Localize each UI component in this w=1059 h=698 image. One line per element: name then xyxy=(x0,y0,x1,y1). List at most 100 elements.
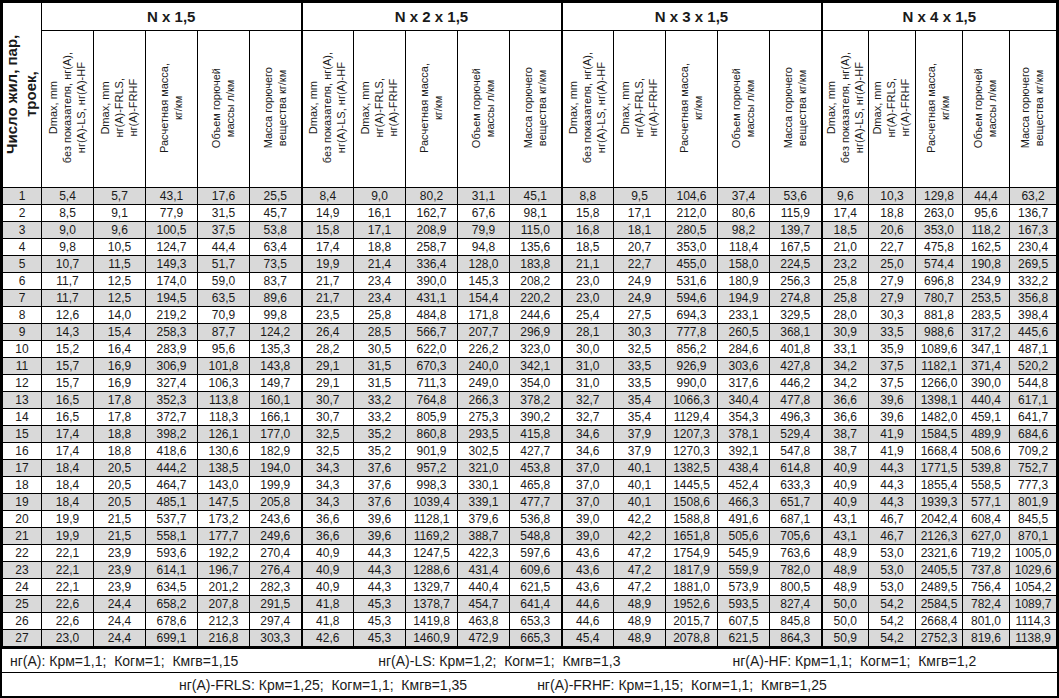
value-cell: 35,4 xyxy=(614,392,666,409)
value-cell: 44,3 xyxy=(354,579,406,596)
value-cell: 2321,6 xyxy=(916,545,963,562)
value-cell: 28,2 xyxy=(302,341,354,358)
value-cell: 5,7 xyxy=(94,188,146,205)
value-cell: 957,2 xyxy=(406,460,458,477)
value-cell: 452,4 xyxy=(718,477,770,494)
value-cell: 48,9 xyxy=(822,545,869,562)
value-cell: 303,6 xyxy=(718,358,770,375)
value-cell: 37,5 xyxy=(869,358,916,375)
value-cell: 1288,6 xyxy=(406,562,458,579)
value-cell: 485,1 xyxy=(146,494,198,511)
value-cell: 709,2 xyxy=(1010,443,1057,460)
cable-parameters-table: Число жил, пар, троек, четверок N x 1,5 … xyxy=(2,2,1057,647)
value-cell: 45,3 xyxy=(354,630,406,647)
value-cell: 544,8 xyxy=(1010,375,1057,392)
value-cell: 398,4 xyxy=(1010,307,1057,324)
footnote-ng-a-ls: нг(А)-LS: Крм=1,2; Когм=1; Кмгв=1,3 xyxy=(378,653,620,669)
value-cell: 258,7 xyxy=(406,239,458,256)
value-cell: 154,4 xyxy=(458,290,510,307)
table-row: 914,315,4258,387,7124,226,428,5566,7207,… xyxy=(3,324,1057,341)
column-header: Объем горючей массы л/км xyxy=(718,31,770,188)
value-cell: 445,6 xyxy=(1010,324,1057,341)
footnote-ng-a-frls: нг(А)-FRLS: Крм=1,25; Когм=1,1; Кмгв=1,3… xyxy=(179,677,467,693)
value-cell: 15,8 xyxy=(302,222,354,239)
value-cell: 627,0 xyxy=(963,528,1010,545)
value-cell: 2126,3 xyxy=(916,528,963,545)
value-cell: 37,0 xyxy=(562,477,614,494)
value-cell: 21,5 xyxy=(94,528,146,545)
value-cell: 1817,9 xyxy=(666,562,718,579)
value-cell: 30,3 xyxy=(869,307,916,324)
column-header-label: Dmax, mm нг(А)-FRLS, нг(А)-FRHF xyxy=(619,78,660,138)
value-cell: 34,6 xyxy=(562,426,614,443)
value-cell: 136,7 xyxy=(1010,205,1057,222)
table-row: 510,711,5149,351,773,519,921,4336,4128,0… xyxy=(3,256,1057,273)
value-cell: 1247,5 xyxy=(406,545,458,562)
value-cell: 31,5 xyxy=(354,358,406,375)
value-cell: 1128,1 xyxy=(406,511,458,528)
value-cell: 782,4 xyxy=(963,596,1010,613)
value-cell: 216,8 xyxy=(198,630,250,647)
value-cell: 614,8 xyxy=(770,460,822,477)
value-cell: 621,5 xyxy=(718,630,770,647)
value-cell: 418,6 xyxy=(146,443,198,460)
value-cell: 118,4 xyxy=(718,239,770,256)
value-cell: 756,4 xyxy=(963,579,1010,596)
value-cell: 621,5 xyxy=(510,579,562,596)
value-cell: 45,4 xyxy=(562,630,614,647)
value-cell: 37,0 xyxy=(562,460,614,477)
value-cell: 147,5 xyxy=(198,494,250,511)
table-row: 2723,024,4699,1216,8303,342,645,31460,94… xyxy=(3,630,1057,647)
value-cell: 143,0 xyxy=(198,477,250,494)
value-cell: 47,2 xyxy=(614,545,666,562)
value-cell: 18,5 xyxy=(822,222,869,239)
value-cell: 44,4 xyxy=(963,188,1010,205)
value-cell: 1329,7 xyxy=(406,579,458,596)
table-body: 15,45,743,117,625,58,49,080,231,145,18,8… xyxy=(3,188,1057,647)
value-cell: 477,7 xyxy=(510,494,562,511)
table-row: 1215,716,9327,4106,3149,729,131,5711,324… xyxy=(3,375,1057,392)
row-number-cell: 6 xyxy=(3,273,42,290)
value-cell: 115,9 xyxy=(770,205,822,222)
value-cell: 764,8 xyxy=(406,392,458,409)
value-cell: 263,0 xyxy=(916,205,963,222)
value-cell: 17,4 xyxy=(822,205,869,222)
column-header-label: Масса горючего вещества кг/км xyxy=(262,67,290,148)
value-cell: 173,2 xyxy=(198,511,250,528)
value-cell: 472,9 xyxy=(458,630,510,647)
value-cell: 18,4 xyxy=(42,494,94,511)
value-cell: 597,6 xyxy=(510,545,562,562)
value-cell: 17,8 xyxy=(94,392,146,409)
value-cell: 36,6 xyxy=(302,511,354,528)
value-cell: 2015,7 xyxy=(666,613,718,630)
value-cell: 160,1 xyxy=(250,392,302,409)
value-cell: 43,6 xyxy=(562,579,614,596)
column-header: Dmax, mm нг(А)-FRLS, нг(А)-FRHF xyxy=(869,31,916,188)
value-cell: 29,1 xyxy=(302,358,354,375)
value-cell: 26,4 xyxy=(302,324,354,341)
value-cell: 18,8 xyxy=(869,205,916,222)
value-cell: 8,5 xyxy=(42,205,94,222)
table-row: 1115,716,9306,9101,8143,829,131,5670,324… xyxy=(3,358,1057,375)
value-cell: 73,5 xyxy=(250,256,302,273)
value-cell: 48,9 xyxy=(614,630,666,647)
value-cell: 1005,0 xyxy=(1010,545,1057,562)
value-cell: 1270,3 xyxy=(666,443,718,460)
value-cell: 8,8 xyxy=(562,188,614,205)
value-cell: 988,6 xyxy=(916,324,963,341)
value-cell: 609,6 xyxy=(510,562,562,579)
value-cell: 59,0 xyxy=(198,273,250,290)
value-cell: 21,0 xyxy=(822,239,869,256)
value-cell: 53,6 xyxy=(770,188,822,205)
value-cell: 39,0 xyxy=(562,528,614,545)
table-row: 711,712,5194,563,589,621,723,4431,1154,4… xyxy=(3,290,1057,307)
value-cell: 192,2 xyxy=(198,545,250,562)
table-row: 2119,921,5558,1177,7249,636,639,61169,23… xyxy=(3,528,1057,545)
value-cell: 37,6 xyxy=(354,477,406,494)
value-cell: 684,6 xyxy=(1010,426,1057,443)
row-number-cell: 12 xyxy=(3,375,42,392)
value-cell: 291,5 xyxy=(250,596,302,613)
value-cell: 166,1 xyxy=(250,409,302,426)
value-cell: 199,9 xyxy=(250,477,302,494)
table-row: 1015,216,4283,995,6135,328,230,5622,0226… xyxy=(3,341,1057,358)
